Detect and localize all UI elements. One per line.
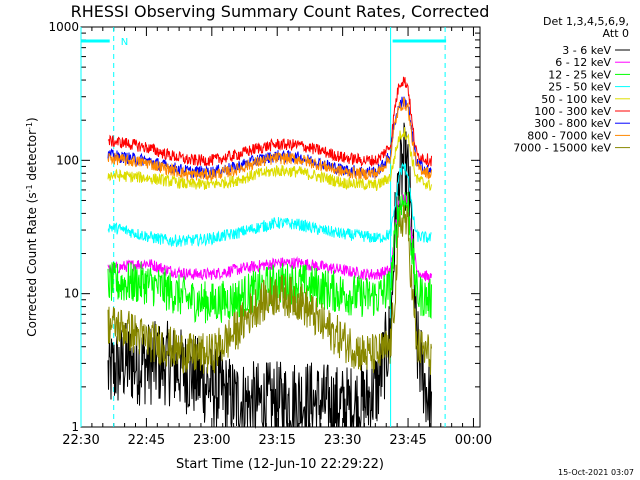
- x-tick-label-2: 23:00: [193, 433, 230, 448]
- legend-label-8: 7000 - 15000 keV: [513, 142, 611, 155]
- series-line-5: [107, 76, 432, 168]
- legend-label-7: 800 - 7000 keV: [527, 129, 611, 142]
- y-tick-label-3: 1000: [48, 20, 79, 34]
- series-line-0: [107, 122, 432, 429]
- series-line-1: [107, 193, 432, 285]
- x-tick-label-1: 22:45: [128, 433, 165, 448]
- series-line-3: [107, 162, 432, 248]
- timestamp: 15-Oct-2021 03:07: [558, 468, 634, 477]
- legend-label-6: 300 - 800 keV: [534, 117, 611, 130]
- legend-header-2: Att 0: [603, 27, 629, 40]
- legend-label-4: 50 - 100 keV: [541, 93, 611, 106]
- legend-label-0: 3 - 6 keV: [562, 44, 611, 57]
- legend-label-1: 6 - 12 keV: [555, 56, 611, 69]
- y-axis-label-sup1: -1: [25, 184, 34, 192]
- x-tick-label-6: 00:00: [455, 433, 492, 448]
- x-tick-label-4: 23:30: [324, 433, 361, 448]
- legend-header-1: Det 1,3,4,5,6,9,: [543, 15, 629, 28]
- y-axis-label-mid: detector: [25, 130, 39, 185]
- series-line-4: [107, 127, 432, 192]
- y-axis-label-main: Corrected Count Rate (s: [25, 192, 39, 336]
- y-tick-label-2: 100: [56, 153, 79, 167]
- legend-label-2: 12 - 25 keV: [548, 68, 611, 81]
- y-axis-label: Corrected Count Rate (s-1 detector-1): [25, 117, 40, 336]
- x-tick-label-0: 22:30: [62, 433, 99, 448]
- series-line-8: [107, 204, 432, 375]
- y-axis-label-end: ): [25, 117, 39, 122]
- legend-label-5: 100 - 300 keV: [534, 105, 611, 118]
- night-marker-label: N: [121, 37, 128, 48]
- chart-title: RHESSI Observing Summary Count Rates, Co…: [71, 2, 490, 21]
- y-tick-label-0: 1: [71, 420, 79, 434]
- plot-layer: 1 10 100 1000 22:30 22:45 23:00 23:15 23:30 23:45…: [48, 20, 630, 448]
- series-line-7: [107, 97, 432, 181]
- legend-label-3: 25 - 50 keV: [548, 81, 611, 94]
- x-tick-label-5: 23:45: [389, 433, 426, 448]
- x-tick-label-3: 23:15: [258, 433, 295, 448]
- series-line-2: [107, 191, 432, 324]
- y-axis-label-sup2: -1: [25, 122, 34, 130]
- x-axis-label: Start Time (12-Jun-10 22:29:22): [176, 457, 384, 472]
- y-tick-label-1: 10: [64, 287, 79, 301]
